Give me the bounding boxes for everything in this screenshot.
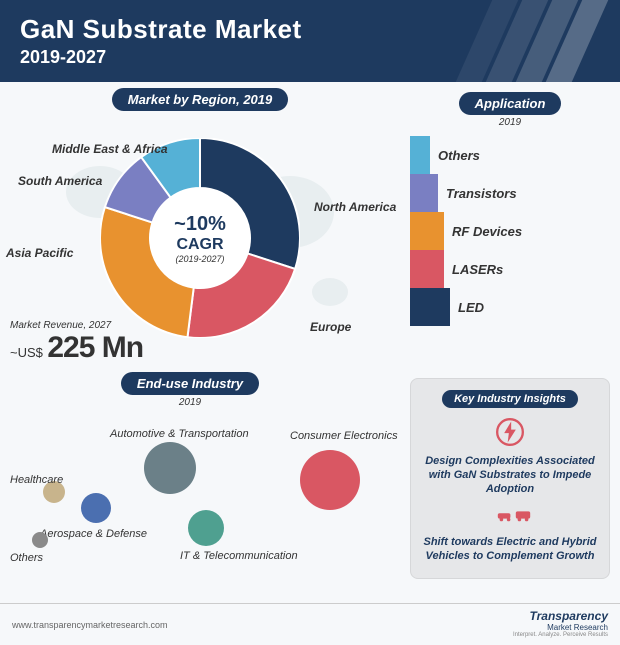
bolt-icon: [496, 418, 524, 446]
application-bar: [410, 288, 450, 326]
cagr-value: ~10%: [174, 213, 226, 236]
insight-item: Shift towards Electric and Hybrid Vehicl…: [419, 504, 601, 564]
donut-center: ~10% CAGR (2019-2027): [150, 188, 250, 288]
application-bar-label: Transistors: [446, 186, 517, 201]
cagr-period: (2019-2027): [175, 254, 224, 264]
donut-segment-label: Asia Pacific: [6, 246, 73, 260]
content-area: Market by Region, 2019 ~10% CAGR (2019-2…: [0, 82, 620, 622]
insight-text: Design Complexities Associated with GaN …: [419, 455, 601, 496]
donut-segment-label: South America: [18, 174, 102, 188]
footer-logo-line2: Market Research: [513, 624, 608, 633]
application-chart-area: Application 2019 OthersTransistorsRF Dev…: [410, 92, 610, 128]
application-pill-year: 2019: [410, 117, 610, 128]
insight-text: Shift towards Electric and Hybrid Vehicl…: [419, 536, 601, 564]
application-bar: [410, 136, 430, 174]
application-bar-row: Transistors: [410, 174, 610, 212]
enduse-bubble: [81, 493, 111, 523]
enduse-pill-year: 2019: [90, 397, 290, 408]
application-bar-label: LED: [458, 300, 484, 315]
enduse-bubble-label: Consumer Electronics: [290, 430, 398, 442]
region-pill: Market by Region, 2019: [112, 88, 289, 111]
application-bar: [410, 174, 438, 212]
application-bar-label: LASERs: [452, 262, 503, 277]
donut-segment-label: Middle East & Africa: [52, 142, 168, 156]
donut-segment-label: Europe: [310, 320, 351, 334]
footer-logo-line1: Transparency: [513, 610, 608, 623]
insights-pill: Key Industry Insights: [442, 390, 578, 408]
enduse-bubble: [188, 510, 224, 546]
application-bar-label: RF Devices: [452, 224, 522, 239]
footer: www.transparencymarketresearch.com Trans…: [0, 603, 620, 645]
application-bar: [410, 212, 444, 250]
enduse-bubble: [300, 450, 360, 510]
enduse-pill: End-use Industry: [121, 372, 259, 395]
header-stripes: [440, 0, 620, 82]
enduse-bubble-label: Healthcare: [10, 474, 63, 486]
application-pill: Application: [459, 92, 562, 115]
revenue-value: 225 Mn: [47, 331, 143, 364]
revenue-box: Market Revenue, 2027 ~US$ 225 Mn: [10, 320, 143, 365]
application-bar-label: Others: [438, 148, 480, 163]
insight-item: Design Complexities Associated with GaN …: [419, 418, 601, 496]
application-bar-row: Others: [410, 136, 610, 174]
enduse-chart-area: End-use Industry 2019 Consumer Electroni…: [10, 372, 410, 572]
application-bar: [410, 250, 444, 288]
application-bar-row: LED: [410, 288, 610, 326]
enduse-bubble: [144, 442, 196, 494]
enduse-bubble: [32, 532, 48, 548]
donut-segment-label: North America: [314, 200, 396, 214]
application-bar-row: LASERs: [410, 250, 610, 288]
enduse-bubble-label: Aerospace & Defense: [40, 528, 147, 540]
revenue-prefix: ~US$: [10, 345, 43, 360]
footer-logo-line3: Interpret. Analyze. Perceive Results: [513, 632, 608, 639]
revenue-caption: Market Revenue, 2027: [10, 320, 143, 331]
region-chart-area: Market by Region, 2019 ~10% CAGR (2019-2…: [0, 88, 400, 111]
footer-logo: Transparency Market Research Interpret. …: [513, 610, 608, 639]
footer-url: www.transparencymarketresearch.com: [12, 620, 168, 630]
cagr-label: CAGR: [176, 236, 223, 254]
enduse-bubble-label: Automotive & Transportation: [110, 428, 249, 440]
application-bar-row: RF Devices: [410, 212, 610, 250]
header: GaN Substrate Market 2019-2027: [0, 0, 620, 82]
donut-chart: ~10% CAGR (2019-2027): [100, 138, 300, 338]
enduse-bubble-label: Others: [10, 552, 43, 564]
cars-icon: [496, 504, 524, 532]
enduse-bubble-label: IT & Telecommunication: [180, 550, 298, 562]
insights-panel: Key Industry Insights Design Complexitie…: [410, 378, 610, 579]
